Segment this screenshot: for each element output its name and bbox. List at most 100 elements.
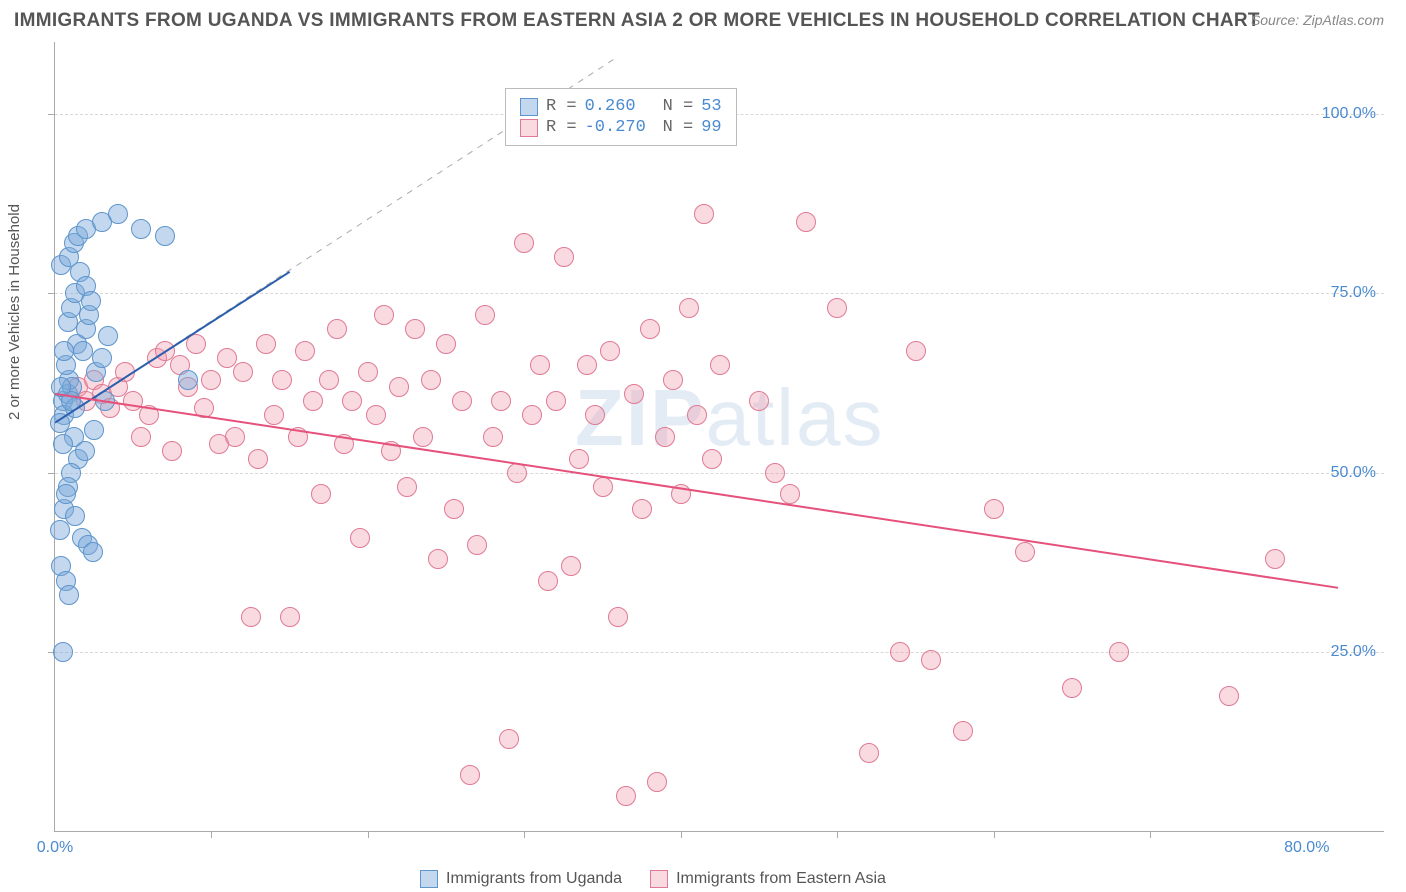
scatter-point <box>405 319 425 339</box>
scatter-point <box>546 391 566 411</box>
scatter-point <box>241 607 261 627</box>
scatter-point <box>561 556 581 576</box>
x-tick-label: 80.0% <box>1284 839 1329 857</box>
scatter-point <box>381 441 401 461</box>
scatter-point <box>342 391 362 411</box>
scatter-point <box>51 377 71 397</box>
scatter-point <box>1265 549 1285 569</box>
scatter-point <box>50 520 70 540</box>
chart-title: IMMIGRANTS FROM UGANDA VS IMMIGRANTS FRO… <box>14 10 1260 32</box>
scatter-point <box>906 341 926 361</box>
scatter-point <box>366 405 386 425</box>
legend-item: Immigrants from Uganda <box>420 870 622 888</box>
scatter-point <box>522 405 542 425</box>
scatter-point <box>295 341 315 361</box>
scatter-point <box>53 642 73 662</box>
scatter-point <box>953 721 973 741</box>
scatter-point <box>663 370 683 390</box>
scatter-point <box>859 743 879 763</box>
y-tick-label: 100.0% <box>1322 105 1376 123</box>
scatter-point <box>131 219 151 239</box>
scatter-point <box>264 405 284 425</box>
scatter-point <box>358 362 378 382</box>
legend-swatch <box>520 98 538 116</box>
scatter-point <box>84 420 104 440</box>
scatter-point <box>428 549 448 569</box>
x-tick <box>524 831 525 838</box>
legend-swatch <box>520 119 538 137</box>
scatter-point <box>796 212 816 232</box>
scatter-point <box>921 650 941 670</box>
scatter-point <box>75 441 95 461</box>
scatter-point <box>374 305 394 325</box>
scatter-point <box>95 391 115 411</box>
scatter-point <box>178 370 198 390</box>
scatter-point <box>108 204 128 224</box>
scatter-point <box>452 391 472 411</box>
x-tick <box>211 831 212 838</box>
scatter-point <box>632 499 652 519</box>
scatter-point <box>749 391 769 411</box>
y-tick-label: 25.0% <box>1331 643 1376 661</box>
scatter-point <box>616 786 636 806</box>
scatter-point <box>225 427 245 447</box>
scatter-point <box>98 326 118 346</box>
scatter-point <box>186 334 206 354</box>
scatter-point <box>890 642 910 662</box>
scatter-point <box>194 398 214 418</box>
scatter-point <box>593 477 613 497</box>
gridline-h <box>55 473 1384 474</box>
x-tick-label: 0.0% <box>37 839 73 857</box>
scatter-point <box>984 499 1004 519</box>
scatter-point <box>1015 542 1035 562</box>
scatter-point <box>499 729 519 749</box>
scatter-point <box>624 384 644 404</box>
x-tick <box>368 831 369 838</box>
scatter-point <box>475 305 495 325</box>
gridline-h <box>55 293 1384 294</box>
scatter-point <box>201 370 221 390</box>
scatter-point <box>491 391 511 411</box>
scatter-point <box>92 348 112 368</box>
scatter-point <box>483 427 503 447</box>
y-axis-label: 2 or more Vehicles in Household <box>6 204 23 420</box>
scatter-point <box>467 535 487 555</box>
scatter-point <box>679 298 699 318</box>
scatter-point <box>248 449 268 469</box>
y-tick-label: 50.0% <box>1331 464 1376 482</box>
scatter-point <box>397 477 417 497</box>
scatter-point <box>655 427 675 447</box>
x-tick <box>681 831 682 838</box>
scatter-point <box>131 427 151 447</box>
scatter-point <box>65 506 85 526</box>
scatter-point <box>554 247 574 267</box>
scatter-point <box>272 370 292 390</box>
scatter-point <box>256 334 276 354</box>
y-tick-label: 75.0% <box>1331 284 1376 302</box>
scatter-point <box>73 341 93 361</box>
scatter-point <box>115 362 135 382</box>
scatter-point <box>569 449 589 469</box>
scatter-point <box>81 291 101 311</box>
scatter-point <box>83 542 103 562</box>
watermark: ZIPatlas <box>575 372 884 464</box>
scatter-point <box>514 233 534 253</box>
scatter-point <box>311 484 331 504</box>
legend-swatch <box>650 870 668 888</box>
scatter-point <box>413 427 433 447</box>
gridline-h <box>55 652 1384 653</box>
scatter-point <box>155 226 175 246</box>
scatter-point <box>1109 642 1129 662</box>
scatter-point <box>827 298 847 318</box>
scatter-point <box>530 355 550 375</box>
scatter-point <box>1219 686 1239 706</box>
scatter-plot: ZIPatlas 25.0%50.0%75.0%100.0%0.0%80.0%R… <box>54 42 1384 832</box>
x-tick <box>1150 831 1151 838</box>
scatter-point <box>710 355 730 375</box>
scatter-point <box>59 585 79 605</box>
scatter-point <box>389 377 409 397</box>
x-tick <box>994 831 995 838</box>
scatter-point <box>444 499 464 519</box>
legend-label: Immigrants from Uganda <box>446 870 622 888</box>
scatter-point <box>538 571 558 591</box>
